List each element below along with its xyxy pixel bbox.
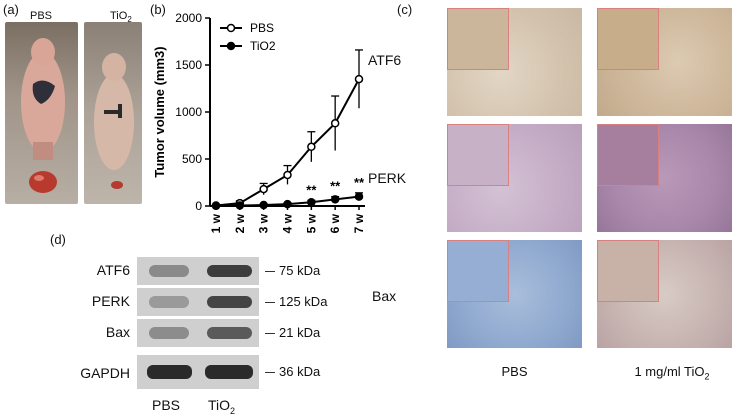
data-point-pbs	[354, 74, 364, 84]
significance-marker: **	[354, 175, 365, 190]
pbs-mouse-illustration	[21, 38, 65, 193]
blot-strip-atf6	[137, 257, 259, 285]
x-tick-label: 3 w	[257, 213, 271, 233]
x-tick-label: 7 w	[352, 213, 366, 233]
legend-label: PBS	[250, 21, 274, 35]
band-bax-pbs	[149, 327, 189, 339]
data-point-tio2	[235, 201, 245, 210]
data-point-tio2	[211, 201, 221, 211]
y-tick-label: 1000	[175, 105, 202, 119]
ihc-zoom-inset	[447, 124, 509, 186]
y-tick-label: 0	[195, 199, 202, 213]
data-point-tio2	[354, 192, 364, 201]
data-point-tio2	[330, 195, 340, 204]
kda-label-bax: 21 kDa	[279, 325, 321, 340]
tio2-mouse-photo	[84, 22, 142, 204]
ihc-bax-pbs	[447, 240, 582, 348]
band-perk-pbs	[149, 296, 189, 308]
panel-a-label: (a)	[3, 2, 19, 17]
x-tick-label: 6 w	[328, 213, 342, 233]
kda-tick	[265, 271, 275, 272]
kda-tick	[265, 302, 275, 303]
ihc-perk-pbs	[447, 124, 582, 232]
blot-label-atf6: ATF6	[96, 262, 130, 278]
legend-marker	[226, 23, 236, 33]
band-atf6-pbs	[149, 265, 189, 277]
ihc-row-label-atf6: ATF6	[368, 52, 402, 68]
ihc-bax-tio2	[597, 240, 732, 348]
ihc-col-label-pbs: PBS	[501, 364, 528, 379]
ihc-atf6-pbs	[447, 8, 582, 116]
ihc-zoom-inset	[597, 240, 659, 302]
tumor-volume-chart: 0 500 1000 1500 2000 Tumor volume (mm3) 1 w 2 w…	[152, 11, 366, 233]
blot-label-bax: Bax	[105, 324, 130, 340]
x-tick-label: 5 w	[304, 213, 318, 233]
blot-lane-label-pbs: PBS	[152, 397, 181, 413]
blot-strip-gapdh	[137, 355, 259, 389]
tio2-mouse-illustration	[94, 53, 134, 189]
kda-label-atf6: 75 kDa	[279, 263, 321, 278]
blot-label-perk: PERK	[91, 293, 130, 309]
significance-marker: **	[306, 182, 317, 197]
data-point-pbs	[283, 170, 292, 180]
ihc-zoom-inset	[597, 124, 659, 186]
data-point-pbs	[259, 184, 268, 194]
data-point-pbs	[330, 119, 340, 128]
blot-lane-label-tio2: TiO2	[208, 397, 236, 416]
blot-strip-bax	[137, 319, 259, 347]
legend-label: TiO2	[250, 39, 276, 53]
x-tick-label: 4 w	[281, 213, 295, 233]
y-tick-label: 500	[182, 152, 202, 166]
data-point-pbs	[307, 142, 316, 152]
band-gapdh-tio2	[205, 365, 253, 379]
legend-marker	[226, 41, 236, 51]
ihc-col-label-tio2: 1 mg/ml TiO2	[634, 364, 710, 382]
data-point-tio2	[283, 199, 292, 209]
x-tick-label: 2 w	[233, 213, 247, 233]
kda-label-gapdh: 36 kDa	[279, 364, 321, 379]
band-perk-tio2	[207, 296, 252, 308]
ihc-zoom-inset	[597, 8, 659, 70]
ihc-zoom-inset	[447, 240, 509, 302]
significance-marker: **	[330, 179, 341, 194]
ihc-row-label-bax: Bax	[372, 288, 397, 304]
panel-c-label: (c)	[397, 2, 413, 17]
blot-label-gapdh: GAPDH	[80, 365, 130, 381]
ihc-atf6-tio2	[597, 8, 732, 116]
panel-a-pbs-title: PBS	[30, 10, 53, 22]
band-gapdh-pbs	[147, 365, 192, 379]
panel-d-label: (d)	[50, 232, 66, 247]
band-atf6-tio2	[207, 265, 252, 277]
pbs-mouse-photo	[5, 22, 78, 204]
kda-label-perk: 125 kDa	[279, 294, 328, 309]
data-point-tio2	[307, 197, 316, 207]
kda-tick	[265, 333, 275, 334]
ihc-row-label-perk: PERK	[368, 170, 407, 186]
panel-a-tio2-title: TiO2	[110, 10, 132, 25]
panel-b-label: (b)	[150, 2, 166, 17]
y-tick-label: 2000	[175, 11, 202, 25]
y-tick-label: 1500	[175, 58, 202, 72]
kda-tick	[265, 372, 275, 373]
x-tick-label: 1 w	[209, 213, 223, 233]
ihc-zoom-inset	[447, 8, 509, 70]
y-axis-label: Tumor volume (mm3)	[152, 46, 167, 177]
ihc-perk-tio2	[597, 124, 732, 232]
band-bax-tio2	[207, 327, 252, 339]
data-point-tio2	[259, 200, 268, 210]
blot-strip-perk	[137, 288, 259, 316]
